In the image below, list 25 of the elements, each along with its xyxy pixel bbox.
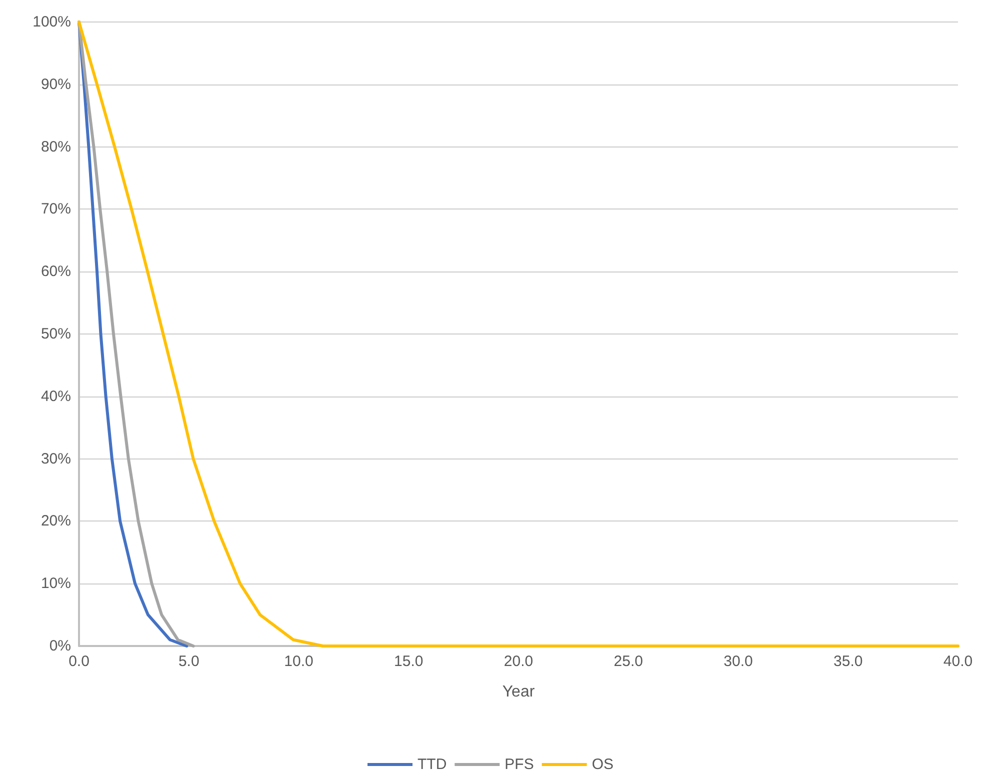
x-tick-label: 15.0 bbox=[394, 653, 424, 670]
legend-label: PFS bbox=[504, 756, 534, 773]
x-tick-label: 30.0 bbox=[724, 653, 753, 670]
y-tick-label: 10% bbox=[40, 575, 71, 592]
legend-label: OS bbox=[592, 756, 614, 773]
y-tick-label: 60% bbox=[40, 263, 71, 280]
y-tick-label: 0% bbox=[49, 638, 71, 654]
y-tick-label: 90% bbox=[40, 76, 71, 93]
y-tick-label: 20% bbox=[40, 512, 71, 530]
y-tick-label: 100% bbox=[32, 14, 71, 30]
y-tick-label: 50% bbox=[40, 326, 71, 342]
x-tick-label: 0.0 bbox=[68, 653, 90, 670]
x-tick-label: 20.0 bbox=[504, 653, 534, 670]
x-tick-label: 5.0 bbox=[178, 653, 200, 670]
x-tick-label: 40.0 bbox=[943, 653, 973, 670]
x-tick-label: 35.0 bbox=[834, 653, 863, 670]
x-tick-label: 25.0 bbox=[614, 653, 643, 670]
y-tick-label: 40% bbox=[40, 388, 71, 405]
y-tick-label: 80% bbox=[40, 138, 71, 156]
x-axis-title: Year bbox=[502, 684, 536, 700]
legend-label: TTD bbox=[418, 756, 447, 773]
line-series bbox=[78, 20, 960, 648]
x-tick-label: 10.0 bbox=[284, 653, 314, 670]
y-tick-label: 70% bbox=[40, 200, 71, 218]
y-tick-label: 30% bbox=[40, 450, 71, 468]
